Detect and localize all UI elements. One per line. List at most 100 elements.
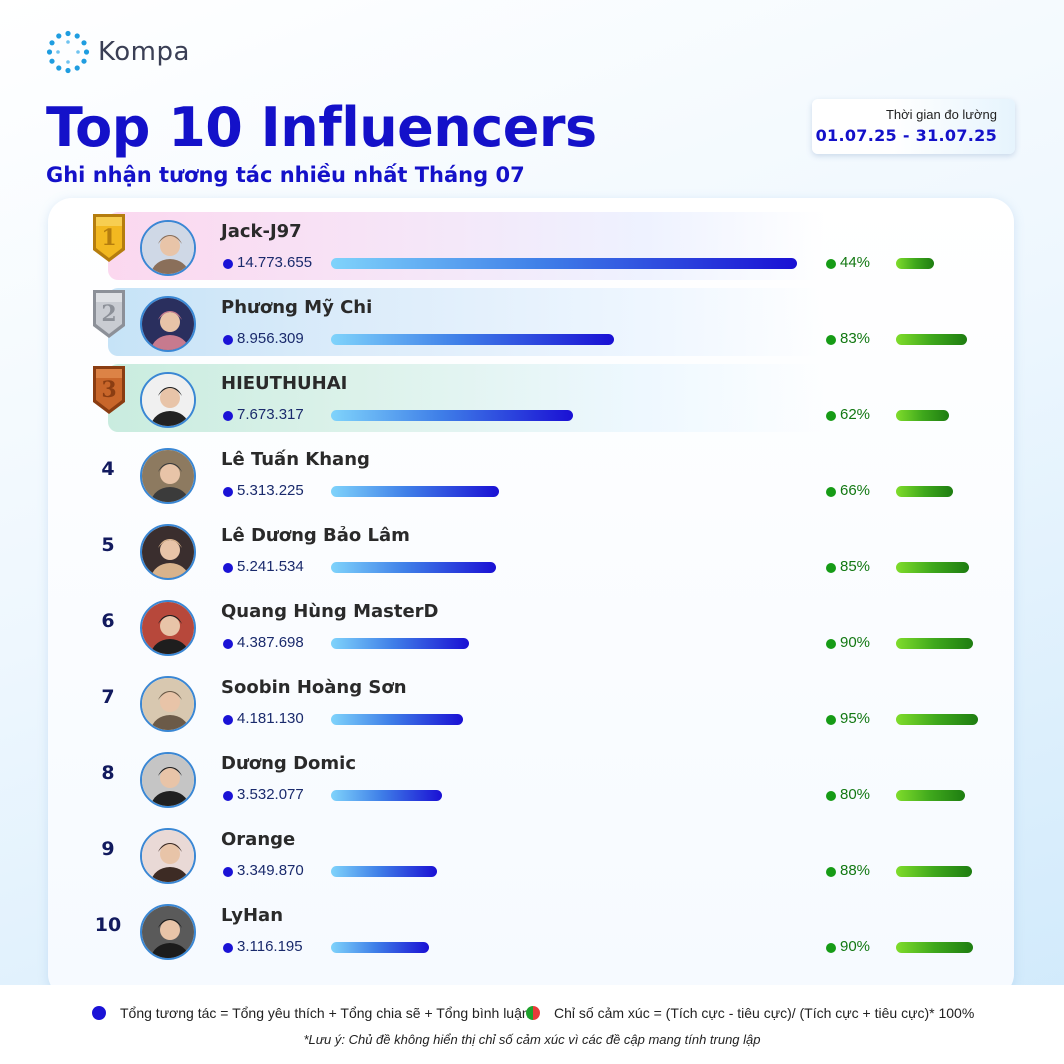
avatar: [140, 220, 196, 276]
page-title: Top 10 Influencers: [46, 96, 597, 159]
influencer-name: Jack-J97: [221, 221, 302, 242]
brand: Kompa: [46, 30, 190, 74]
row-highlight: [108, 212, 823, 280]
sentiment-value: 90%: [840, 938, 871, 955]
sentiment-dot: [826, 943, 836, 953]
total-interaction-dot: [223, 411, 233, 421]
influencer-row: 8 Dương Domic 3.532.077 80%: [0, 744, 1064, 820]
total-interaction-value: 14.773.655: [237, 254, 313, 271]
sentiment-value: 85%: [840, 558, 871, 575]
sentiment-bar: [896, 714, 978, 725]
rank-number: 3: [101, 377, 116, 403]
sentiment-dot: [826, 259, 836, 269]
avatar: [140, 372, 196, 428]
influencer-name: HIEUTHUHAI: [221, 373, 348, 394]
legend-total-text: Tổng tương tác = Tổng yêu thích + Tổng c…: [120, 1005, 530, 1021]
rank-number: 4: [101, 458, 115, 480]
sentiment-bar: [896, 562, 969, 573]
sentiment-dot: [826, 791, 836, 801]
total-interaction-bar: [331, 866, 437, 877]
total-interaction-bar: [331, 638, 469, 649]
influencer-name: Orange: [221, 829, 296, 850]
total-interaction-dot: [223, 259, 233, 269]
rank-number: 9: [101, 838, 115, 860]
sentiment-bar: [896, 790, 965, 801]
legend-sentiment-marker: [526, 1006, 540, 1020]
sentiment-bar: [896, 334, 967, 345]
rank-number: 8: [101, 762, 115, 784]
influencer-row: 5 Lê Dương Bảo Lâm 5.241.534 85%: [0, 516, 1064, 592]
sentiment-value: 95%: [840, 710, 871, 727]
avatar: [140, 524, 196, 580]
influencer-row: 7 Soobin Hoàng Sơn 4.181.130 95%: [0, 668, 1064, 744]
legend-sentiment-text: Chỉ số cảm xúc = (Tích cực - tiêu cực)/ …: [554, 1005, 975, 1021]
total-interaction-bar: [331, 942, 429, 953]
sentiment-value: 90%: [840, 634, 871, 651]
influencer-name: Dương Domic: [221, 753, 356, 774]
rank-number: 6: [101, 610, 115, 632]
total-interaction-dot: [223, 791, 233, 801]
sentiment-bar: [896, 866, 972, 877]
sentiment-value: 88%: [840, 862, 871, 879]
footer: Tổng tương tác = Tổng yêu thích + Tổng c…: [0, 985, 1064, 1064]
total-interaction-value: 4.387.698: [237, 634, 304, 651]
influencer-row: 10 LyHan 3.116.195 90%: [0, 896, 1064, 972]
legend-total-marker: [92, 1006, 106, 1020]
sentiment-dot: [826, 715, 836, 725]
influencer-row: 1 Jack-J97 14.773.655 44%: [0, 212, 1064, 288]
total-interaction-bar: [331, 486, 499, 497]
total-interaction-bar: [331, 258, 797, 269]
total-interaction-dot: [223, 639, 233, 649]
total-interaction-value: 5.313.225: [237, 482, 304, 499]
total-interaction-value: 8.956.309: [237, 330, 304, 347]
page-subtitle: Ghi nhận tương tác nhiều nhất Tháng 07: [46, 163, 525, 187]
total-interaction-dot: [223, 867, 233, 877]
sentiment-bar: [896, 486, 953, 497]
sentiment-bar: [896, 942, 973, 953]
period-range: 01.07.25 - 31.07.25: [815, 126, 997, 145]
gold-medal-icon: 1: [93, 214, 125, 262]
legend-sentiment: Chỉ số cảm xúc = (Tích cực - tiêu cực)/ …: [526, 1005, 974, 1021]
rank-number: 1: [101, 225, 116, 251]
total-interaction-dot: [223, 335, 233, 345]
influencer-name: Quang Hùng MasterD: [221, 601, 439, 622]
total-interaction-value: 3.116.195: [237, 938, 303, 955]
influencer-row: 3 HIEUTHUHAI 7.673.317 62%: [0, 364, 1064, 440]
sentiment-bar: [896, 258, 934, 269]
sentiment-bar: [896, 638, 973, 649]
influencer-name: Lê Dương Bảo Lâm: [221, 525, 410, 546]
sentiment-dot: [826, 335, 836, 345]
footnote: *Lưu ý: Chủ đề không hiển thị chỉ số cảm…: [303, 1032, 761, 1047]
rank-number: 2: [101, 301, 116, 327]
influencer-name: Soobin Hoàng Sơn: [221, 677, 407, 698]
row-highlight: [108, 288, 823, 356]
total-interaction-value: 4.181.130: [237, 710, 304, 727]
sentiment-value: 44%: [840, 254, 871, 271]
bronze-medal-icon: 3: [93, 366, 125, 414]
kompa-logo-icon: [46, 30, 90, 74]
sentiment-value: 83%: [840, 330, 871, 347]
influencer-row: 4 Lê Tuấn Khang 5.313.225 66%: [0, 440, 1064, 516]
sentiment-dot: [826, 639, 836, 649]
total-interaction-dot: [223, 487, 233, 497]
sentiment-dot: [826, 563, 836, 573]
total-interaction-value: 7.673.317: [237, 406, 304, 423]
sentiment-value: 62%: [840, 406, 871, 423]
measurement-period: Thời gian đo lường 01.07.25 - 31.07.25: [812, 99, 1015, 154]
total-interaction-value: 3.532.077: [237, 786, 304, 803]
row-highlight: [108, 364, 823, 432]
total-interaction-bar: [331, 562, 496, 573]
rank-number: 5: [101, 534, 115, 556]
influencer-name: LyHan: [221, 905, 284, 926]
sentiment-bar: [896, 410, 949, 421]
influencer-row: 2 Phương Mỹ Chi 8.956.309 83%: [0, 288, 1064, 364]
avatar: [140, 752, 196, 808]
sentiment-value: 66%: [840, 482, 871, 499]
rank-number: 10: [94, 914, 122, 936]
avatar: [140, 296, 196, 352]
total-interaction-value: 3.349.870: [237, 862, 304, 879]
period-label: Thời gian đo lường: [885, 107, 997, 122]
avatar: [140, 448, 196, 504]
avatar: [140, 904, 196, 960]
sentiment-dot: [826, 487, 836, 497]
